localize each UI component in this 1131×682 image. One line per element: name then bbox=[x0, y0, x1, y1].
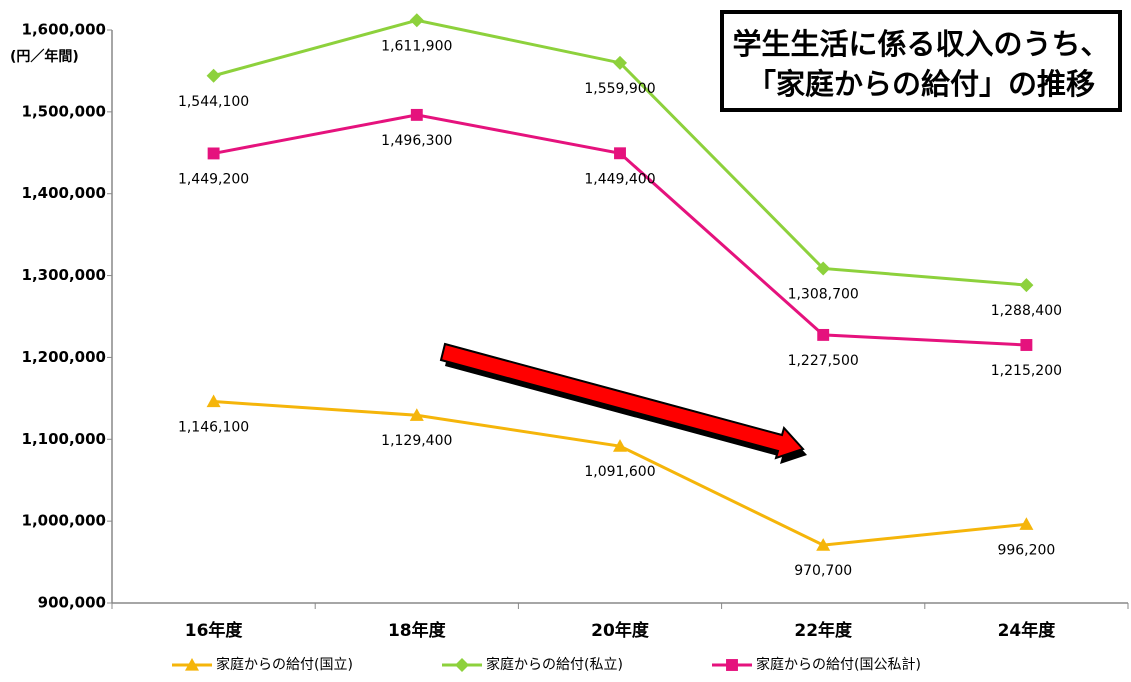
y-tick-label: 1,500,000 bbox=[22, 102, 106, 120]
data-label: 996,200 bbox=[997, 542, 1055, 558]
point bbox=[409, 13, 424, 28]
point bbox=[613, 439, 627, 452]
x-tick-label: 16年度 bbox=[185, 620, 244, 641]
data-label: 1,611,900 bbox=[381, 38, 452, 54]
data-label: 1,496,300 bbox=[381, 133, 452, 149]
legend-label: 家庭からの給付(国立) bbox=[216, 656, 353, 673]
x-tick-label: 24年度 bbox=[998, 620, 1057, 641]
y-tick-label: 1,100,000 bbox=[22, 430, 106, 448]
y-axis-label: (円／年間) bbox=[10, 49, 79, 65]
y-tick-label: 1,400,000 bbox=[22, 184, 106, 202]
point bbox=[1020, 339, 1033, 351]
point bbox=[206, 394, 221, 408]
legend-label: 家庭からの給付(国公私計) bbox=[756, 656, 921, 673]
x-tick-label: 20年度 bbox=[591, 620, 650, 641]
x-tick-label: 22年度 bbox=[794, 620, 853, 641]
y-tick-label: 1,300,000 bbox=[22, 266, 106, 284]
data-label: 1,288,400 bbox=[991, 303, 1062, 319]
legend-label: 家庭からの給付(私立) bbox=[486, 656, 623, 673]
data-label: 1,227,500 bbox=[788, 353, 859, 369]
title-box bbox=[720, 10, 1122, 112]
point bbox=[816, 261, 831, 276]
chart-title: 学生生活に係る収入のうち、 bbox=[732, 27, 1109, 61]
y-tick-label: 1,000,000 bbox=[22, 512, 106, 530]
point bbox=[816, 538, 831, 551]
point bbox=[410, 108, 423, 121]
data-label: 1,308,700 bbox=[788, 286, 859, 302]
data-label: 970,700 bbox=[794, 563, 852, 579]
x-tick-label: 18年度 bbox=[388, 620, 447, 641]
legend-marker bbox=[455, 658, 469, 672]
y-tick-label: 900,000 bbox=[38, 594, 106, 612]
point bbox=[614, 147, 626, 160]
legend-marker bbox=[726, 659, 738, 671]
data-label: 1,449,200 bbox=[178, 171, 249, 187]
point bbox=[817, 328, 830, 341]
data-label: 1,091,600 bbox=[584, 464, 655, 480]
data-label: 1,544,100 bbox=[178, 94, 249, 110]
y-tick-label: 1,200,000 bbox=[22, 348, 106, 366]
point bbox=[613, 55, 627, 70]
legend-marker bbox=[185, 658, 199, 671]
point bbox=[1019, 278, 1034, 293]
chart-title: 「家庭からの給付」の推移 bbox=[747, 67, 1095, 101]
trend-arrow bbox=[439, 342, 805, 460]
point bbox=[207, 147, 220, 160]
point bbox=[409, 408, 424, 421]
point bbox=[206, 68, 221, 83]
data-label: 1,449,400 bbox=[584, 171, 655, 187]
point bbox=[1019, 517, 1034, 530]
data-label: 1,129,400 bbox=[381, 433, 452, 449]
data-label: 1,146,100 bbox=[178, 420, 249, 436]
data-label: 1,215,200 bbox=[991, 363, 1062, 379]
y-tick-label: 1,600,000 bbox=[22, 21, 106, 39]
data-label: 1,559,900 bbox=[584, 81, 655, 97]
